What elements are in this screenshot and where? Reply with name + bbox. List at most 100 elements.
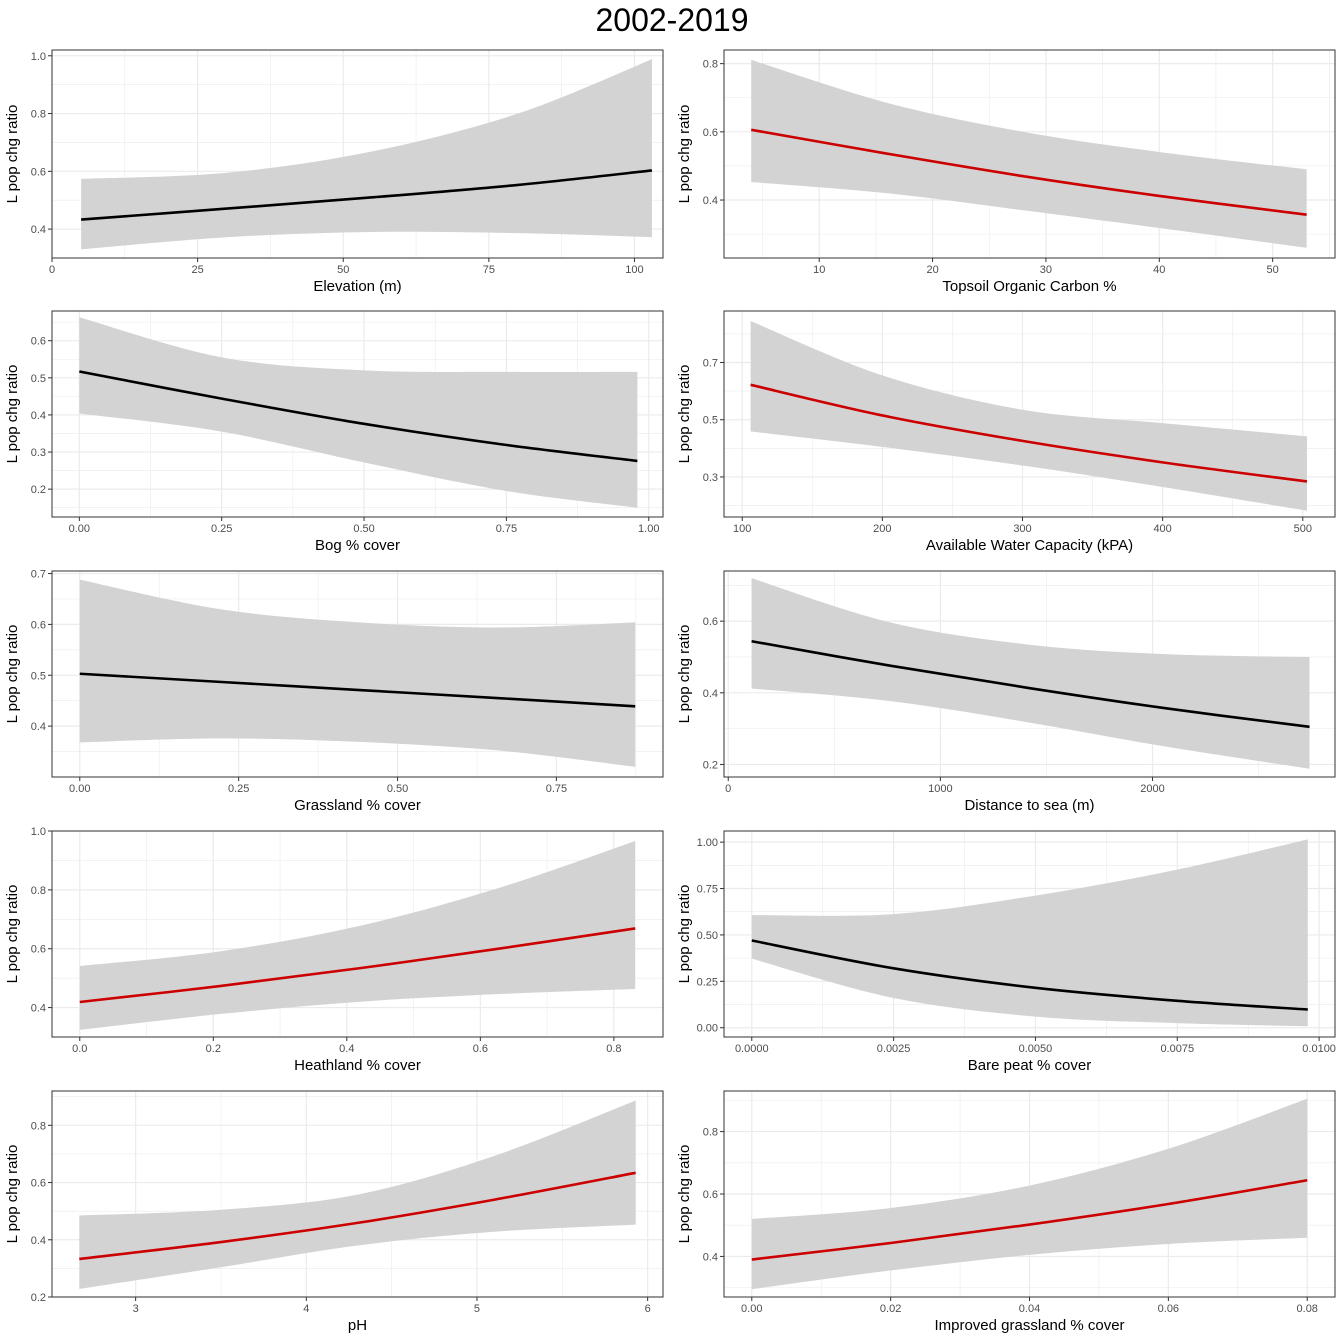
x-tick-label: 1000 xyxy=(928,783,952,795)
x-axis-title: Available Water Capacity (kPA) xyxy=(926,537,1133,554)
panel-border xyxy=(723,310,1336,518)
x-tick-label: 0.0025 xyxy=(877,1043,911,1055)
y-tick-label: 0.8 xyxy=(703,1127,718,1139)
panel-border xyxy=(51,310,664,518)
x-tick-label: 500 xyxy=(1294,523,1312,535)
x-tick-label: 10 xyxy=(813,264,825,276)
fitted-line xyxy=(79,1171,636,1261)
y-tick-label: 0.50 xyxy=(697,930,718,942)
y-axis-title: L pop chg ratio xyxy=(676,365,693,464)
y-tick-label: 0.4 xyxy=(31,1003,46,1015)
y-tick-label: 0.2 xyxy=(703,759,718,771)
x-tick-label: 0.6 xyxy=(473,1043,488,1055)
x-tick-label: 0.75 xyxy=(546,783,567,795)
y-axis-title: L pop chg ratio xyxy=(676,1145,693,1244)
fitted-line xyxy=(79,370,638,463)
x-tick-label: 0.50 xyxy=(353,523,374,535)
x-tick-label: 0.0000 xyxy=(735,1043,769,1055)
x-tick-label: 0.02 xyxy=(880,1303,901,1315)
panel-7: 0.0 0.2 0.4 0.6 0.8 0.4 0.6 0.8 1.0 Heathland % c… xyxy=(4,826,664,1074)
confidence-ribbon xyxy=(81,59,652,250)
confidence-ribbon xyxy=(79,841,636,1030)
x-tick-label: 75 xyxy=(483,264,495,276)
x-tick-label: 2000 xyxy=(1140,783,1164,795)
x-tick-label: 400 xyxy=(1153,523,1171,535)
fitted-line xyxy=(81,169,653,221)
x-tick-label: 1.00 xyxy=(638,523,659,535)
y-tick-label: 0.7 xyxy=(703,358,718,370)
y-axis-title: L pop chg ratio xyxy=(676,885,693,984)
y-tick-label: 0.3 xyxy=(703,472,718,484)
y-tick-label: 0.6 xyxy=(31,944,46,956)
panel-border xyxy=(51,570,664,778)
fitted-line xyxy=(750,128,1307,216)
x-tick-label: 50 xyxy=(1267,264,1279,276)
y-tick-label: 0.6 xyxy=(31,619,46,631)
fitted-line xyxy=(79,927,636,1004)
x-tick-label: 0.25 xyxy=(228,783,249,795)
panel-border xyxy=(51,49,664,259)
y-axis-title: L pop chg ratio xyxy=(676,105,693,204)
x-axis-title: Heathland % cover xyxy=(294,1057,421,1074)
x-tick-label: 30 xyxy=(1040,264,1052,276)
panel-9: 3 4 5 6 0.2 0.4 0.6 0.8 pH L pop chg ratio xyxy=(4,1090,664,1334)
x-tick-label: 0.75 xyxy=(496,523,517,535)
x-tick-label: 0.0050 xyxy=(1019,1043,1053,1055)
confidence-ribbon xyxy=(751,839,1308,1027)
y-axis-title: L pop chg ratio xyxy=(4,1145,21,1244)
y-tick-label: 0.4 xyxy=(31,1235,46,1247)
confidence-ribbon xyxy=(79,317,638,508)
x-axis-title: Improved grassland % cover xyxy=(934,1317,1124,1334)
x-tick-label: 0.0 xyxy=(72,1043,87,1055)
y-tick-label: 0.4 xyxy=(31,224,46,236)
y-tick-label: 0.5 xyxy=(31,670,46,682)
x-tick-label: 0.00 xyxy=(741,1303,762,1315)
y-tick-label: 0.8 xyxy=(31,885,46,897)
x-axis-title: Elevation (m) xyxy=(313,278,401,295)
x-tick-label: 200 xyxy=(873,523,891,535)
y-tick-label: 0.5 xyxy=(31,373,46,385)
panel-5: 0.00 0.25 0.50 0.75 0.4 0.5 0.6 0.7 Grassland % … xyxy=(4,569,664,814)
x-tick-label: 0.0100 xyxy=(1302,1043,1336,1055)
y-axis-title: L pop chg ratio xyxy=(4,105,21,204)
y-tick-label: 1.0 xyxy=(31,826,46,838)
panel-border xyxy=(723,49,1336,259)
panel-3: 0.00 0.25 0.50 0.75 1.00 0.2 0.3 0.4 0.5 0.6 Bog %… xyxy=(4,310,664,554)
x-tick-label: 0.50 xyxy=(387,783,408,795)
panel-2: 10 20 30 40 50 0.4 0.6 0.8 Topsoil Organic Carbo… xyxy=(676,49,1336,295)
x-axis-title: Distance to sea (m) xyxy=(964,797,1094,814)
x-tick-label: 0.08 xyxy=(1297,1303,1318,1315)
panel-8: 0.0000 0.0025 0.0050 0.0075 0.0100 0.00 0.25 0.… xyxy=(676,830,1336,1074)
panel-border xyxy=(723,830,1336,1038)
y-axis-title: L pop chg ratio xyxy=(4,625,21,724)
y-tick-label: 0.4 xyxy=(31,410,46,422)
x-tick-label: 300 xyxy=(1013,523,1031,535)
y-axis-title: L pop chg ratio xyxy=(676,625,693,724)
x-tick-label: 50 xyxy=(337,264,349,276)
x-tick-label: 4 xyxy=(303,1303,309,1315)
x-tick-label: 3 xyxy=(133,1303,139,1315)
y-tick-label: 0.6 xyxy=(31,336,46,348)
y-tick-label: 1.00 xyxy=(697,837,718,849)
x-tick-label: 0 xyxy=(49,264,55,276)
y-tick-label: 0.8 xyxy=(31,109,46,121)
y-axis-title: L pop chg ratio xyxy=(4,365,21,464)
panel-border xyxy=(723,570,1336,778)
x-tick-label: 0.25 xyxy=(211,523,232,535)
x-tick-label: 40 xyxy=(1153,264,1165,276)
panel-1: 0 25 50 75 100 0.4 0.6 0.8 1.0 Elevation (m) L pop… xyxy=(4,49,664,295)
panel-4: 100 200 300 400 500 0.3 0.5 0.7 Available Water … xyxy=(676,310,1336,554)
y-tick-label: 0.4 xyxy=(703,1251,718,1263)
x-tick-label: 20 xyxy=(926,264,938,276)
confidence-ribbon xyxy=(751,1098,1308,1290)
x-tick-label: 100 xyxy=(625,264,643,276)
x-tick-label: 0.8 xyxy=(606,1043,621,1055)
x-tick-label: 0.0075 xyxy=(1160,1043,1194,1055)
x-tick-label: 0.00 xyxy=(69,523,90,535)
y-tick-label: 0.25 xyxy=(697,976,718,988)
panel-border xyxy=(51,1090,664,1298)
fitted-line xyxy=(79,672,636,708)
x-axis-title: pH xyxy=(348,1317,367,1334)
y-tick-label: 0.8 xyxy=(703,59,718,71)
